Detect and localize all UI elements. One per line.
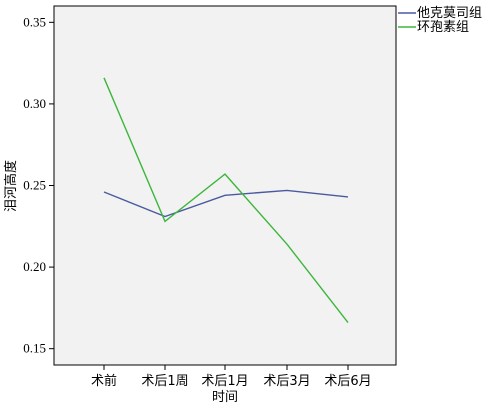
series-lines	[103, 77, 349, 324]
x-tick-label: 术前	[91, 373, 117, 389]
x-tick-label: 术后1月	[201, 374, 248, 389]
x-tick-label: 术后3月	[263, 374, 310, 389]
y-tick-label: 0.35	[23, 14, 46, 29]
plot-area	[53, 5, 397, 366]
y-axis-title: 泪河高度	[3, 160, 19, 212]
x-axis: 术前 术后1周 术后1月 术后3月 术后6月	[91, 365, 372, 389]
series-line-2	[103, 77, 349, 324]
x-tick-label: 术后6月	[324, 374, 371, 389]
series-line-1	[103, 189, 349, 218]
x-axis-title: 时间	[212, 390, 238, 405]
y-tick-label: 0.30	[23, 96, 46, 111]
y-tick-label: 0.15	[23, 341, 46, 356]
y-tick-label: 0.25	[23, 178, 46, 193]
y-axis: 0.15 0.20 0.25 0.30 0.35	[23, 14, 54, 356]
x-tick-label: 术后1周	[141, 374, 188, 389]
legend-label-2: 环孢素组	[417, 20, 469, 35]
y-tick-label: 0.20	[23, 259, 46, 274]
legend-label-1: 他克莫司组	[417, 6, 482, 21]
